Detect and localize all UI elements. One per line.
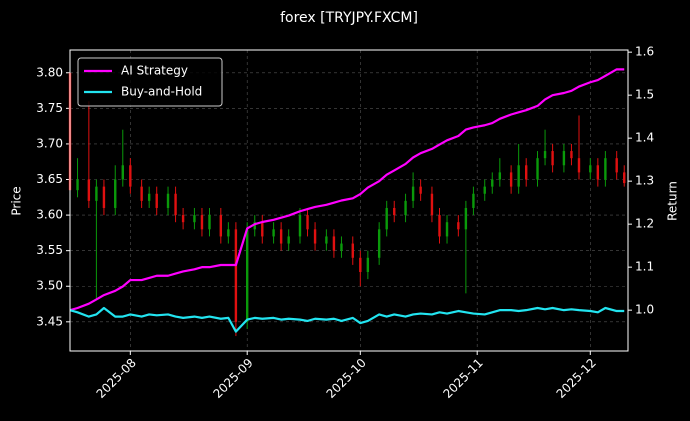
- candle-body: [332, 236, 336, 251]
- candle-body: [604, 158, 607, 180]
- candle-body: [359, 257, 362, 273]
- candle-body: [87, 179, 91, 201]
- candle-body: [498, 172, 502, 180]
- candle-body: [155, 193, 158, 208]
- candle-body: [287, 236, 290, 244]
- candle-body: [404, 200, 407, 216]
- y2-tick-label: 1.5: [635, 88, 654, 102]
- candle-body: [472, 193, 475, 208]
- candle-body: [166, 193, 170, 208]
- y-axis-label: Price: [10, 186, 24, 215]
- candle-body: [589, 165, 592, 173]
- candle-body: [340, 243, 343, 251]
- candle-body: [325, 236, 328, 244]
- candle-body: [377, 229, 381, 258]
- y-tick-label: 3.80: [36, 65, 63, 79]
- y-tick-label: 3.70: [36, 136, 63, 150]
- candle-body: [525, 165, 528, 180]
- candle-body: [351, 243, 354, 258]
- candle-body: [253, 222, 256, 230]
- y2-tick-label: 1.1: [635, 260, 654, 274]
- y-tick-label: 3.65: [36, 172, 63, 186]
- candle-body: [419, 186, 422, 194]
- y-tick-label: 3.55: [36, 243, 63, 257]
- candle-body: [464, 207, 468, 230]
- candle-body: [551, 151, 554, 166]
- legend-label: AI Strategy: [121, 64, 188, 78]
- candle-body: [562, 151, 566, 166]
- line-series: [69, 306, 625, 333]
- chart-title: forex [TRYJPY.FXCM]: [280, 10, 418, 26]
- candle-body: [147, 193, 151, 201]
- candle-body: [272, 229, 275, 237]
- candle-body: [298, 215, 302, 237]
- candle-body: [181, 215, 185, 223]
- candle-body: [385, 207, 388, 230]
- candle-body: [219, 215, 223, 237]
- candle-body: [438, 215, 441, 237]
- candle-body: [121, 165, 124, 180]
- candle-body: [102, 186, 106, 208]
- candle-body: [208, 215, 211, 230]
- candle-body: [279, 229, 283, 244]
- candle-body: [76, 179, 79, 191]
- y2-tick-label: 1.2: [635, 217, 654, 231]
- candle-body: [536, 158, 539, 180]
- candle-body: [517, 165, 520, 187]
- candle-body: [430, 193, 434, 216]
- candle-body: [261, 222, 264, 237]
- candle-body: [234, 229, 238, 322]
- y2-tick-label: 1.0: [635, 303, 654, 317]
- y-tick-label: 3.75: [36, 101, 63, 115]
- candle-body: [114, 179, 117, 208]
- candle-body: [313, 229, 317, 244]
- candle-body: [227, 229, 230, 237]
- candle-body: [306, 215, 309, 230]
- y-tick-label: 3.50: [36, 279, 63, 293]
- candle-body: [129, 165, 132, 187]
- plot-frame: [69, 49, 629, 352]
- candle-body: [193, 215, 196, 223]
- candle-body: [95, 186, 98, 201]
- candle-body: [543, 151, 547, 159]
- candle-body: [393, 207, 396, 216]
- candle-body: [509, 172, 513, 187]
- candle-body: [577, 158, 581, 173]
- y2-tick-label: 1.3: [635, 174, 654, 188]
- candle-body: [623, 172, 626, 184]
- legend-label: Buy-and-Hold: [121, 85, 202, 99]
- y-tick-label: 3.45: [36, 314, 63, 328]
- candle-body: [200, 215, 204, 230]
- y2-tick-label: 1.6: [635, 45, 654, 59]
- y2-tick-label: 1.4: [635, 131, 654, 145]
- line-series: [69, 68, 625, 312]
- legend-box: [77, 57, 223, 107]
- candle-body: [491, 179, 494, 187]
- candle-body: [246, 229, 249, 322]
- candle-body: [366, 257, 370, 273]
- candle-body: [570, 151, 573, 159]
- candle-body: [615, 158, 618, 173]
- y-tick-label: 3.60: [36, 208, 63, 222]
- candle-body: [140, 186, 143, 201]
- candle-body: [457, 222, 460, 230]
- candle-body: [596, 165, 600, 180]
- candle-body: [445, 222, 449, 237]
- candle-body: [483, 186, 486, 194]
- y2-axis-label: Return: [666, 181, 680, 221]
- candle-body: [174, 193, 177, 216]
- candle-body: [411, 186, 415, 201]
